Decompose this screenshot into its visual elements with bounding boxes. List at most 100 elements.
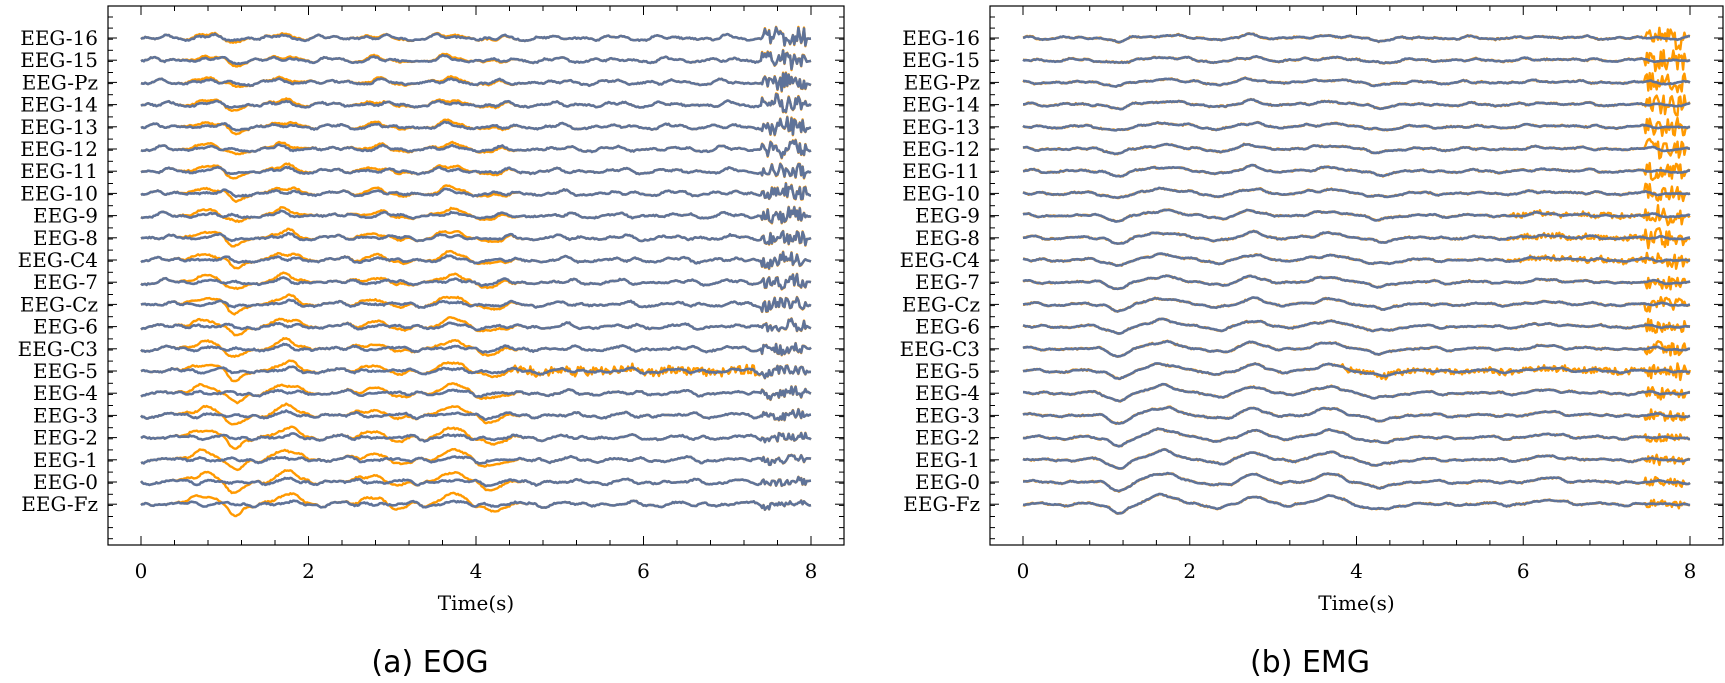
clean-trace — [1022, 339, 1691, 358]
clean-trace — [1023, 98, 1691, 111]
clean-trace — [1022, 142, 1690, 156]
clean-trace — [1022, 448, 1691, 470]
x-tick-label: 8 — [1684, 559, 1697, 583]
x-tick-label: 6 — [1517, 559, 1530, 583]
clean-trace — [1023, 471, 1691, 493]
channel-label: EEG-10 — [902, 181, 980, 205]
clean-trace — [1022, 405, 1691, 425]
clean-trace — [140, 230, 812, 247]
channel-label: EEG-6 — [33, 315, 98, 339]
channel-label: EEG-14 — [20, 93, 98, 117]
channel-label: EEG-2 — [915, 426, 980, 450]
contaminated-trace — [140, 71, 812, 93]
channel-label: EEG-C4 — [900, 248, 980, 272]
x-tick-label: 4 — [470, 559, 483, 583]
clean-trace — [140, 317, 812, 333]
clean-trace — [1022, 317, 1690, 335]
channel-label: EEG-6 — [915, 315, 980, 339]
clean-trace — [1023, 382, 1691, 403]
channel-label: EEG-16 — [20, 26, 98, 50]
clean-trace — [140, 182, 812, 201]
channel-label: EEG-3 — [33, 403, 98, 427]
clean-trace — [140, 72, 812, 92]
clean-trace — [1022, 296, 1690, 313]
clean-trace — [139, 475, 812, 488]
x-tick-label: 6 — [637, 559, 650, 583]
channel-label: EEG-Pz — [22, 70, 98, 94]
channel-label: EEG-9 — [915, 204, 980, 228]
clean-trace — [140, 26, 812, 47]
x-tick-label: 8 — [805, 559, 818, 583]
clean-trace — [140, 49, 812, 71]
channel-label: EEG-7 — [915, 270, 980, 294]
channel-label: EEG-15 — [902, 48, 980, 72]
eog-panel: 0 2 4 6 8 Time(s) (a) EOG EEG-FzEEG-0EEG-1EEG-2… — [18, 5, 845, 680]
channel-label: EEG-Fz — [21, 492, 98, 516]
channel-label: EEG-4 — [33, 381, 98, 405]
panel-caption: (a) EOG — [371, 645, 488, 680]
clean-trace — [140, 453, 812, 467]
clean-trace — [1022, 362, 1691, 381]
channel-label: EEG-Cz — [20, 292, 98, 316]
channel-label: EEG-13 — [902, 115, 980, 139]
clean-trace — [140, 364, 812, 380]
channel-label: EEG-14 — [902, 93, 980, 117]
clean-trace — [1022, 76, 1691, 88]
channel-label: EEG-16 — [902, 26, 980, 50]
clean-trace — [1022, 492, 1691, 515]
channel-label: EEG-12 — [20, 137, 98, 161]
clean-trace — [1022, 121, 1691, 132]
contaminated-trace — [140, 25, 812, 48]
channel-label: EEG-7 — [33, 270, 98, 294]
channel-label: EEG-12 — [902, 137, 980, 161]
emg-panel: 0 2 4 6 8 Time(s) (b) EMG EEG-FzEEG-0EEG-1EEG-2… — [900, 5, 1724, 680]
channel-label: EEG-11 — [902, 159, 980, 183]
channel-label: EEG-1 — [915, 448, 980, 472]
clean-trace — [140, 162, 812, 179]
contaminated-trace — [1022, 49, 1691, 73]
clean-trace — [1022, 427, 1691, 448]
clean-trace — [1022, 54, 1691, 65]
clean-trace — [1023, 229, 1691, 245]
channel-label: EEG-C4 — [18, 248, 98, 272]
clean-trace — [140, 499, 812, 511]
channel-label: EEG-8 — [915, 226, 980, 250]
clean-trace — [1022, 252, 1691, 268]
clean-trace — [1022, 32, 1690, 44]
clean-trace — [1022, 274, 1691, 291]
channel-label: EEG-2 — [33, 426, 98, 450]
clean-trace — [140, 206, 812, 224]
x-tick-label: 4 — [1350, 559, 1363, 583]
channel-label: EEG-0 — [33, 470, 98, 494]
clean-trace — [140, 431, 812, 444]
contaminated-trace — [140, 92, 812, 114]
channel-label: EEG-13 — [20, 115, 98, 139]
axes-frame — [989, 5, 1724, 546]
clean-trace — [140, 408, 812, 422]
channel-label: EEG-0 — [915, 470, 980, 494]
contaminated-trace — [1022, 26, 1691, 51]
x-tick-label: 0 — [135, 559, 148, 583]
contaminated-trace — [140, 271, 812, 291]
channel-label: EEG-Pz — [904, 70, 980, 94]
contaminated-trace — [140, 205, 812, 225]
clean-trace — [140, 139, 812, 159]
clean-trace — [1023, 163, 1691, 178]
channel-label: EEG-10 — [20, 181, 98, 205]
clean-trace — [140, 93, 812, 114]
x-axis-label: Time(s) — [1318, 591, 1394, 615]
clean-trace — [140, 116, 812, 136]
channel-label: EEG-5 — [915, 359, 980, 383]
clean-trace — [140, 251, 812, 270]
channel-label: EEG-5 — [33, 359, 98, 383]
x-tick-label: 2 — [302, 559, 315, 583]
clean-trace — [140, 296, 812, 313]
x-axis-label: Time(s) — [438, 591, 514, 615]
clean-trace — [1022, 208, 1691, 223]
x-tick-label: 0 — [1017, 559, 1030, 583]
channel-label: EEG-4 — [915, 381, 980, 405]
channel-label: EEG-11 — [20, 159, 98, 183]
x-tick-label: 2 — [1183, 559, 1196, 583]
contaminated-trace — [140, 138, 812, 160]
clean-trace — [140, 273, 812, 291]
